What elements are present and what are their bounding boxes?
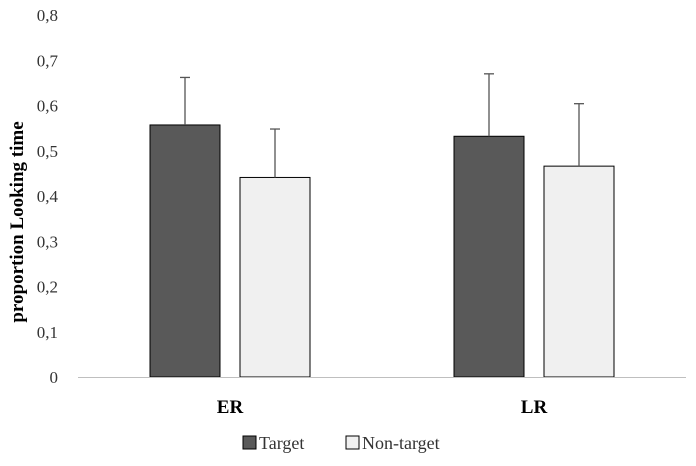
y-tick-label: 0,7 bbox=[37, 51, 59, 70]
legend-swatch bbox=[242, 435, 257, 450]
y-tick-label: 0,6 bbox=[37, 97, 58, 116]
bars bbox=[149, 124, 615, 378]
legend-label: Non-target bbox=[362, 433, 440, 453]
bar bbox=[239, 176, 311, 378]
y-axis-ticks: 0 0,1 0,2 0,3 0,4 0,5 0,6 0,7 0,8 bbox=[37, 6, 59, 387]
y-tick-label: 0,3 bbox=[37, 232, 58, 251]
x-axis-labels: ER LR bbox=[217, 397, 548, 418]
x-tick-label: ER bbox=[217, 397, 244, 418]
y-tick-label: 0,1 bbox=[37, 323, 58, 342]
y-tick-label: 0 bbox=[50, 368, 59, 387]
bar bbox=[149, 124, 221, 378]
legend-label: Target bbox=[259, 433, 304, 453]
y-tick-label: 0,4 bbox=[37, 187, 59, 206]
y-tick-label: 0,2 bbox=[37, 278, 58, 297]
y-axis-title: proportion Looking time bbox=[7, 121, 28, 322]
y-tick-label: 0,8 bbox=[37, 6, 58, 25]
legend-swatch bbox=[345, 435, 360, 450]
bar bbox=[453, 135, 525, 378]
error-bars bbox=[180, 73, 584, 178]
bar bbox=[543, 165, 615, 378]
legend: Target Non-target bbox=[242, 433, 440, 453]
y-tick-label: 0,5 bbox=[37, 142, 58, 161]
x-tick-label: LR bbox=[521, 397, 548, 418]
